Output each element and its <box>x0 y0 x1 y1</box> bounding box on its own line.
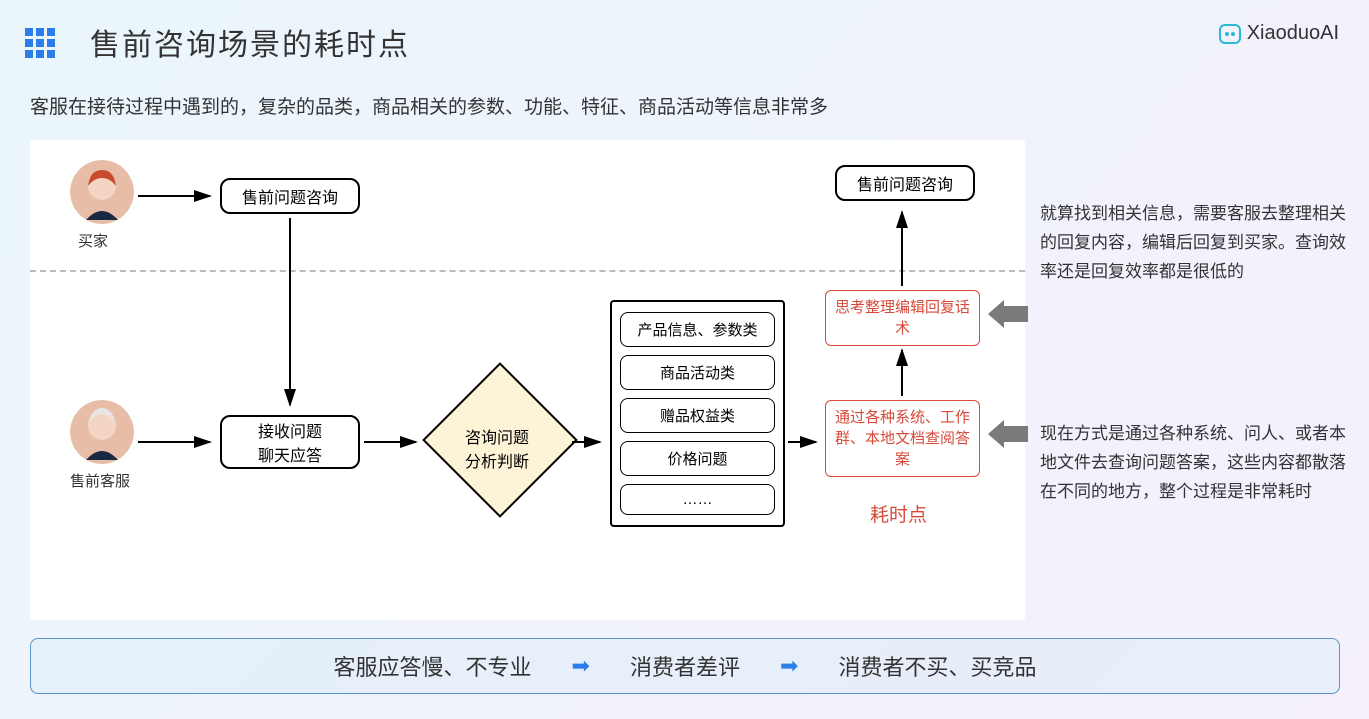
flow-diagram: 买家 售前问题咨询 售前客服 接收问题 聊天应答 咨询问题 分析判断 产品信息、… <box>30 140 1025 620</box>
pain-label: 耗时点 <box>870 500 927 527</box>
side-note-1: 就算找到相关信息，需要客服去整理相关的回复内容，编辑后回复到买家。查询效率还是回… <box>1040 200 1350 287</box>
buyer-label: 买家 <box>78 230 108 251</box>
arrow-right-icon: ➡ <box>572 653 590 679</box>
pain-lookup-box: 通过各种系统、工作群、本地文档查阅答案 <box>825 400 980 477</box>
page-title: 售前咨询场景的耗时点 <box>90 20 410 64</box>
brand-text: XiaoduoAI <box>1247 22 1339 45</box>
agent-avatar-icon <box>70 400 134 464</box>
side-note-2: 现在方式是通过各种系统、问人、或者本地文件去查询问题答案，这些内容都散落在不同的… <box>1040 420 1350 507</box>
bottom-consequence-bar: 客服应答慢、不专业 ➡ 消费者差评 ➡ 消费者不买、买竞品 <box>30 638 1340 694</box>
brand-logo: XiaoduoAI <box>1219 22 1339 45</box>
agent-label: 售前客服 <box>70 470 130 491</box>
list-item: 赠品权益类 <box>620 398 775 433</box>
diamond-text: 咨询问题 分析判断 <box>465 424 529 472</box>
dashed-separator <box>30 270 1025 272</box>
menu-grid-icon <box>25 28 55 58</box>
list-item: …… <box>620 484 775 515</box>
node-consult-right: 售前问题咨询 <box>835 165 975 201</box>
bottom-item: 消费者不买、买竞品 <box>838 650 1036 682</box>
node-consult-top: 售前问题咨询 <box>220 178 360 214</box>
arrow-pain1-to-pain2 <box>898 342 908 398</box>
buyer-avatar-icon <box>70 160 134 224</box>
arrow-right-icon: ➡ <box>780 653 798 679</box>
bottom-item: 客服应答慢、不专业 <box>334 650 532 682</box>
big-arrow-icon <box>988 300 1028 328</box>
arrow-diamond-to-list <box>572 438 608 448</box>
arrow-agent-to-receive <box>138 438 218 448</box>
big-arrow-icon <box>988 420 1028 448</box>
arrow-buyer-to-consult <box>138 192 218 202</box>
arrow-receive-to-diamond <box>364 438 424 448</box>
arrow-list-to-pain1 <box>788 438 824 448</box>
subtitle-text: 客服在接待过程中遇到的，复杂的品类，商品相关的参数、功能、特征、商品活动等信息非… <box>30 92 828 119</box>
list-item: 价格问题 <box>620 441 775 476</box>
list-item: 产品信息、参数类 <box>620 312 775 347</box>
arrow-consult-down <box>286 218 296 413</box>
node-receive: 接收问题 聊天应答 <box>220 415 360 469</box>
category-list: 产品信息、参数类 商品活动类 赠品权益类 价格问题 …… <box>610 300 785 527</box>
bottom-item: 消费者差评 <box>630 650 740 682</box>
list-item: 商品活动类 <box>620 355 775 390</box>
brand-icon <box>1219 24 1241 44</box>
pain-compose-box: 思考整理编辑回复话术 <box>825 290 980 346</box>
arrow-pain2-to-consult <box>898 204 908 288</box>
